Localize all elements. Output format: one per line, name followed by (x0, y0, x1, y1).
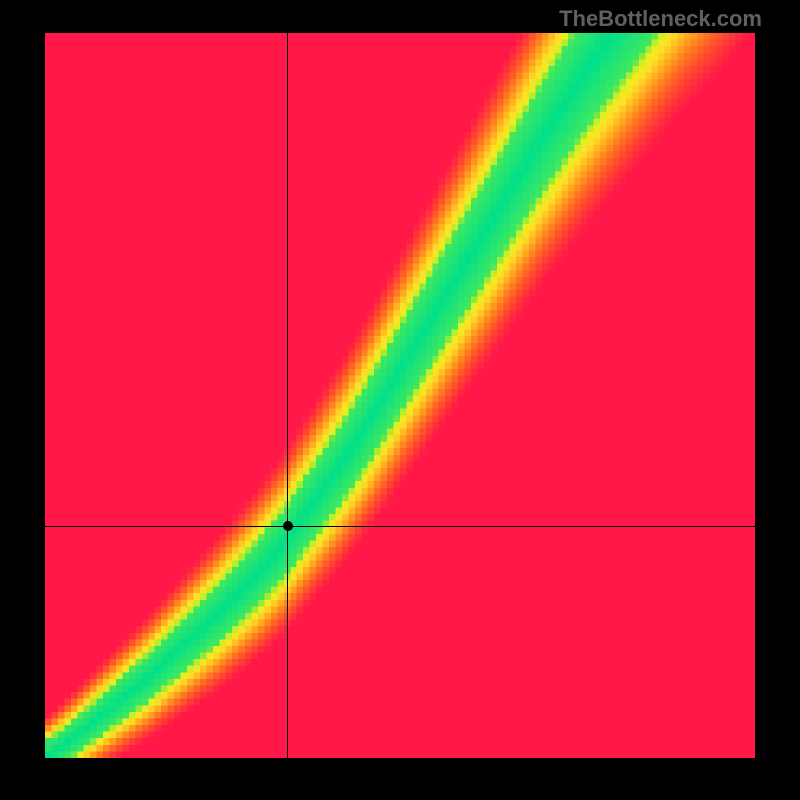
bottleneck-heatmap (45, 33, 755, 758)
crosshair-vertical (287, 33, 288, 758)
chart-container: { "meta": { "watermark_text": "TheBottle… (0, 0, 800, 800)
crosshair-marker-dot (283, 521, 293, 531)
crosshair-horizontal (45, 526, 755, 527)
watermark-text: TheBottleneck.com (559, 6, 762, 32)
